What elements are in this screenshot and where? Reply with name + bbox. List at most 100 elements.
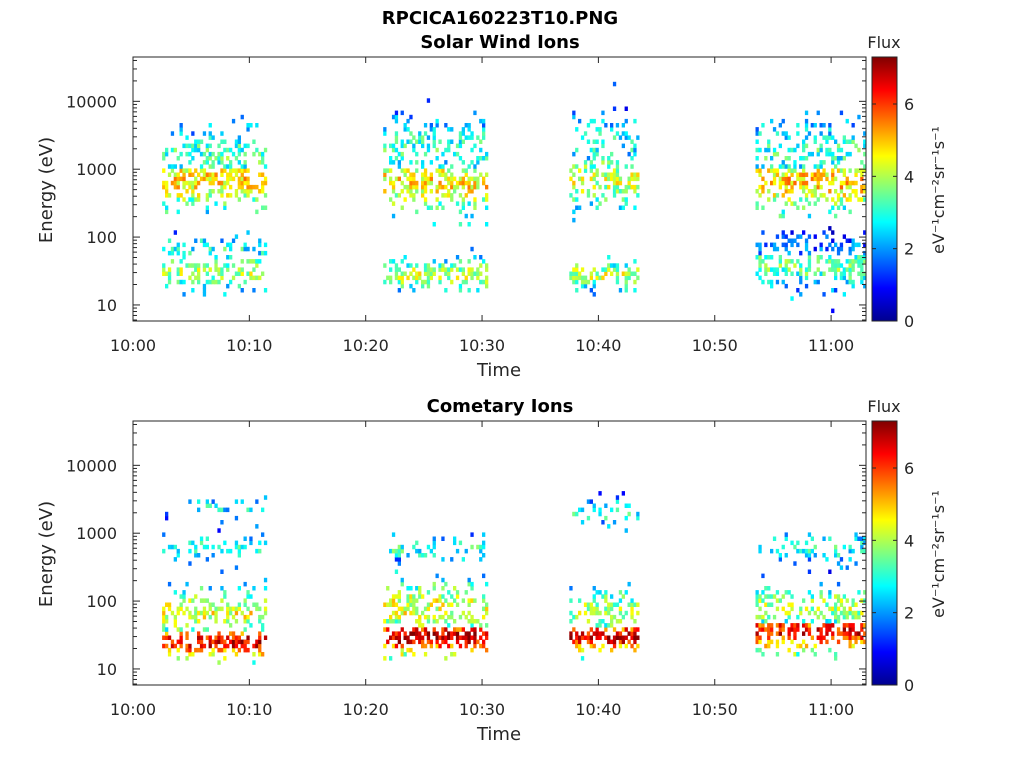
heatmap-cell [807, 263, 812, 268]
heatmap-cell [755, 189, 759, 194]
heatmap-cell [764, 271, 768, 276]
heatmap-cell [435, 635, 439, 640]
heatmap-cell [796, 172, 800, 177]
heatmap-cell [589, 275, 593, 281]
heatmap-cell [851, 123, 855, 128]
heatmap-cell [758, 598, 762, 603]
heatmap-cell [412, 627, 416, 632]
heatmap-cell [467, 222, 471, 227]
heatmap-cell [406, 602, 410, 607]
heatmap-cell [580, 267, 585, 272]
heatmap-cell [165, 614, 169, 620]
heatmap-cell [851, 610, 855, 616]
heatmap-cell [633, 635, 637, 640]
heatmap-cell [435, 573, 439, 579]
heatmap-cell [223, 594, 227, 599]
heatmap-cell [435, 639, 439, 645]
heatmap-cell [211, 602, 215, 607]
heatmap-cell [819, 193, 823, 198]
heatmap-cell [249, 610, 253, 616]
heatmap-cell [261, 189, 265, 194]
heatmap-cell [415, 180, 419, 186]
heatmap-cell [848, 610, 852, 616]
heatmap-cell [834, 189, 838, 194]
heatmap-cell [816, 110, 820, 116]
heatmap-cell [482, 135, 486, 140]
heatmap-cell [252, 660, 256, 665]
heatmap-cell [179, 131, 183, 136]
heatmap-cell [421, 189, 425, 194]
heatmap-cell [243, 189, 247, 194]
heatmap-cell [807, 151, 812, 157]
heatmap-cell [176, 647, 180, 653]
heatmap-cell [243, 581, 247, 587]
heatmap-cell [485, 623, 489, 628]
heatmap-cell [485, 581, 489, 587]
heatmap-cell [461, 271, 465, 276]
heatmap-cell [828, 259, 832, 264]
heatmap-cell [237, 143, 241, 149]
heatmap-cell [761, 623, 765, 628]
heatmap-cell [188, 263, 192, 268]
heatmap-cell [386, 586, 390, 591]
heatmap-cell [790, 168, 794, 173]
heatmap-cell [391, 635, 396, 640]
heatmap-cell [831, 205, 835, 210]
heatmap-cell [836, 160, 841, 165]
heatmap-cell [397, 151, 401, 157]
heatmap-cell [586, 189, 591, 194]
heatmap-cell [761, 652, 765, 657]
heatmap-cell [787, 147, 791, 153]
heatmap-cell [185, 606, 189, 612]
heatmap-cell [194, 544, 198, 550]
heatmap-cell [243, 151, 247, 157]
heatmap-cell [199, 598, 204, 603]
heatmap-cell [615, 189, 620, 194]
heatmap-cell [441, 263, 445, 268]
heatmap-cell [249, 507, 253, 513]
heatmap-cell [240, 184, 244, 190]
heatmap-cell [447, 147, 451, 153]
heatmap-cell [432, 544, 436, 550]
heatmap-cell [455, 180, 460, 186]
heatmap-cell [793, 561, 797, 566]
heatmap-cell [220, 275, 224, 281]
heatmap-cell [432, 553, 436, 558]
heatmap-cell [453, 627, 457, 632]
heatmap-cell [252, 246, 256, 252]
heatmap-cell [202, 151, 207, 157]
heatmap-cell [188, 548, 192, 554]
heatmap-cell [211, 172, 215, 177]
heatmap-cell [799, 250, 803, 256]
heatmap-cell [429, 602, 433, 607]
heatmap-cell [836, 594, 841, 599]
heatmap-cell [575, 639, 579, 645]
heatmap-cell [802, 184, 806, 190]
heatmap-cell [185, 656, 189, 661]
heatmap-cell [592, 172, 596, 177]
heatmap-cell [485, 283, 489, 289]
heatmap-cell [205, 172, 209, 177]
heatmap-cell [263, 577, 268, 583]
heatmap-cell [831, 631, 835, 636]
heatmap-cell [825, 627, 829, 632]
heatmap-cell [167, 602, 172, 607]
heatmap-cell [804, 267, 809, 272]
heatmap-cell [857, 271, 861, 276]
heatmap-cell [423, 151, 428, 157]
heatmap-cell [807, 623, 812, 628]
heatmap-cell [569, 193, 573, 198]
heatmap-cell [607, 184, 611, 190]
heatmap-cell [409, 180, 413, 186]
heatmap-cell [828, 123, 832, 128]
heatmap-cell [851, 242, 855, 248]
x-axis: 10:00 10:10 10:20 10:30 10:40 10:50 11:00 [110, 421, 854, 719]
heatmap-cell [842, 631, 846, 636]
heatmap-cell [799, 176, 803, 182]
heatmap-cell [860, 635, 864, 640]
heatmap-cell [182, 610, 186, 616]
heatmap-cell [432, 536, 436, 541]
heatmap-cell [621, 205, 625, 210]
heatmap-cell [633, 189, 637, 194]
